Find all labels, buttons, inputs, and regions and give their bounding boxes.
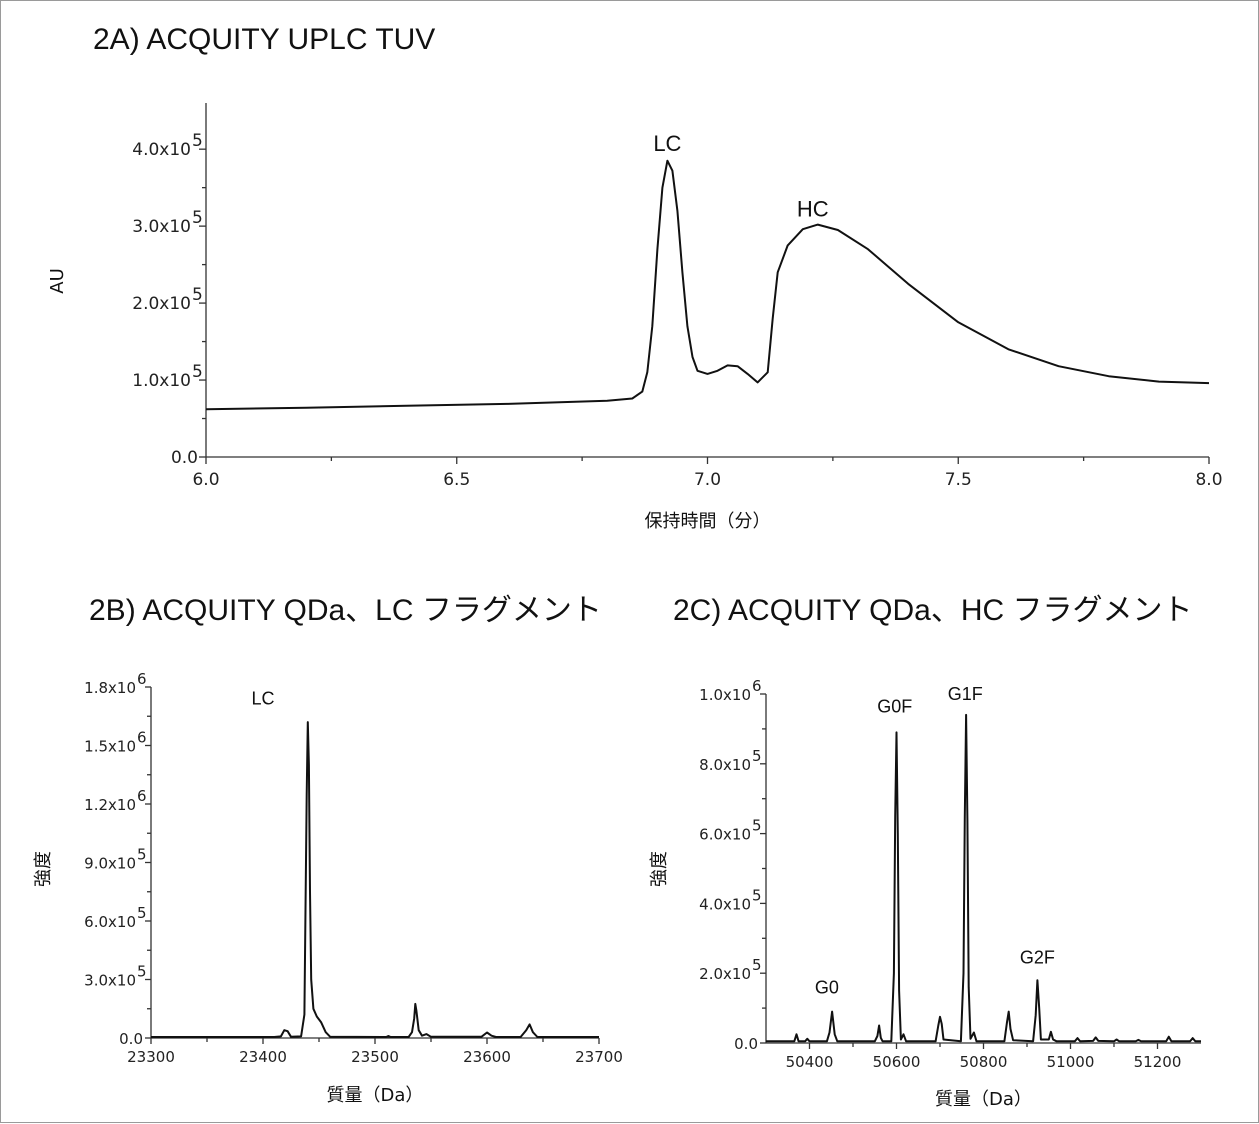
- panel-title: 2A) ACQUITY UPLC TUV: [93, 23, 435, 56]
- y-tick-label: 1.0x10: [132, 371, 191, 391]
- y-tick-label: 1.5x10: [84, 738, 136, 756]
- y-tick-exponent: 5: [192, 208, 203, 228]
- y-tick-exponent: 5: [752, 956, 762, 974]
- y-axis-title: AU: [47, 268, 68, 294]
- x-tick-label: 50400: [786, 1053, 834, 1071]
- x-axis-title: 質量（Da）: [935, 1089, 1032, 1110]
- x-axis-title: 保持時間（分）: [645, 511, 771, 532]
- panel-title: 2C) ACQUITY QDa、HC フラグメント: [673, 594, 1193, 627]
- x-tick-label: 51200: [1134, 1053, 1182, 1071]
- x-tick-label: 7.0: [694, 470, 721, 490]
- y-tick-label: 4.0x10: [699, 895, 751, 913]
- x-tick-label: 23500: [351, 1048, 399, 1066]
- y-tick-exponent: 5: [137, 963, 147, 981]
- x-tick-label: 50600: [873, 1053, 921, 1071]
- y-tick-exponent: 5: [192, 285, 203, 305]
- x-tick-label: 23300: [127, 1048, 175, 1066]
- y-tick-label: 1.2x10: [84, 796, 136, 814]
- y-axis-title: 強度: [649, 851, 670, 887]
- y-tick-label: 6.0x10: [699, 826, 751, 844]
- y-tick-label: 9.0x10: [84, 855, 136, 873]
- y-tick-label: 2.0x10: [132, 294, 191, 314]
- y-tick-label: 3.0x10: [84, 972, 136, 990]
- series-trace: [205, 159, 1210, 411]
- y-tick-label: 6.0x10: [84, 913, 136, 931]
- peak-label-g0: G0: [815, 977, 839, 997]
- x-tick-label: 7.5: [945, 470, 972, 490]
- y-tick-exponent: 6: [752, 677, 762, 695]
- y-tick-label: 8.0x10: [699, 756, 751, 774]
- x-tick-label: 23700: [575, 1048, 623, 1066]
- y-tick-label: 0.0: [734, 1035, 758, 1053]
- x-tick-label: 23400: [239, 1048, 287, 1066]
- y-tick-label: 1.0x10: [699, 686, 751, 704]
- panel-title: 2B) ACQUITY QDa、LC フラグメント: [89, 594, 602, 627]
- y-tick-exponent: 5: [137, 846, 147, 864]
- y-axis-title: 強度: [33, 851, 54, 887]
- y-tick-exponent: 5: [752, 747, 762, 765]
- x-tick-label: 50800: [960, 1053, 1008, 1071]
- x-tick-label: 51000: [1047, 1053, 1095, 1071]
- y-tick-exponent: 6: [137, 670, 147, 688]
- y-tick-exponent: 5: [752, 817, 762, 835]
- y-tick-exponent: 6: [137, 729, 147, 747]
- x-axis-title: 質量（Da）: [327, 1085, 424, 1106]
- x-tick-label: 6.5: [443, 470, 470, 490]
- x-tick-label: 6.0: [192, 470, 219, 490]
- peak-label-lc: LC: [251, 688, 274, 708]
- y-tick-exponent: 5: [192, 362, 203, 382]
- y-tick-exponent: 5: [192, 131, 203, 151]
- y-tick-label: 0.0: [171, 448, 198, 468]
- peak-label-g2f: G2F: [1020, 948, 1055, 968]
- y-tick-exponent: 5: [137, 904, 147, 922]
- y-tick-label: 3.0x10: [132, 217, 191, 237]
- peak-label-lc: LC: [653, 131, 681, 156]
- y-tick-label: 2.0x10: [699, 965, 751, 983]
- y-tick-label: 4.0x10: [132, 140, 191, 160]
- x-tick-label: 8.0: [1195, 470, 1222, 490]
- y-tick-label: 1.8x10: [84, 679, 136, 697]
- y-tick-label: 0.0: [119, 1030, 143, 1048]
- series-trace: [766, 713, 1201, 1043]
- y-tick-exponent: 5: [752, 886, 762, 904]
- x-tick-label: 23600: [463, 1048, 511, 1066]
- peak-label-g0f: G0F: [877, 696, 912, 716]
- series-trace: [151, 721, 599, 1038]
- peak-label-hc: HC: [797, 196, 829, 221]
- peak-label-g1f: G1F: [948, 684, 983, 704]
- y-tick-exponent: 6: [137, 787, 147, 805]
